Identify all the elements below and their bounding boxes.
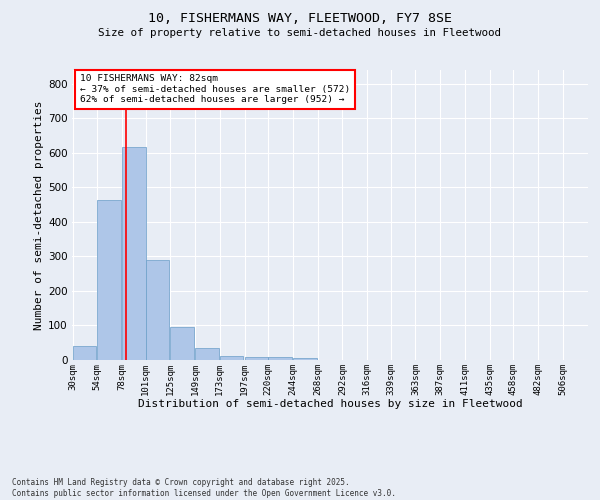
Bar (195, 348, 219, 360)
Y-axis label: Number of semi-detached properties: Number of semi-detached properties (34, 100, 44, 330)
Bar (220, 356, 244, 360)
Bar (268, 357, 292, 360)
Bar (245, 356, 268, 360)
Bar (73, 346, 96, 360)
Bar (146, 260, 169, 360)
Bar (293, 358, 317, 360)
X-axis label: Distribution of semi-detached houses by size in Fleetwood: Distribution of semi-detached houses by … (137, 399, 523, 409)
Text: Contains HM Land Registry data © Crown copyright and database right 2025.
Contai: Contains HM Land Registry data © Crown c… (12, 478, 396, 498)
Text: 10, FISHERMANS WAY, FLEETWOOD, FY7 8SE: 10, FISHERMANS WAY, FLEETWOOD, FY7 8SE (148, 12, 452, 26)
Bar (122, 147, 146, 360)
Bar (97, 200, 121, 360)
Bar (170, 327, 194, 360)
Text: 10 FISHERMANS WAY: 82sqm
← 37% of semi-detached houses are smaller (572)
62% of : 10 FISHERMANS WAY: 82sqm ← 37% of semi-d… (80, 74, 350, 104)
Text: Size of property relative to semi-detached houses in Fleetwood: Size of property relative to semi-detach… (98, 28, 502, 38)
